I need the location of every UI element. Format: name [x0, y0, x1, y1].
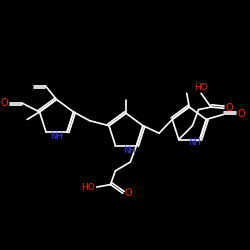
- Text: HO: HO: [194, 82, 208, 92]
- Text: O: O: [0, 98, 8, 108]
- Text: O: O: [226, 103, 233, 113]
- Text: NH: NH: [123, 146, 136, 155]
- Text: O: O: [238, 110, 245, 120]
- Text: NH: NH: [188, 138, 200, 146]
- Text: HO: HO: [81, 182, 95, 192]
- Text: NH: NH: [50, 132, 63, 141]
- Text: O: O: [124, 188, 132, 198]
